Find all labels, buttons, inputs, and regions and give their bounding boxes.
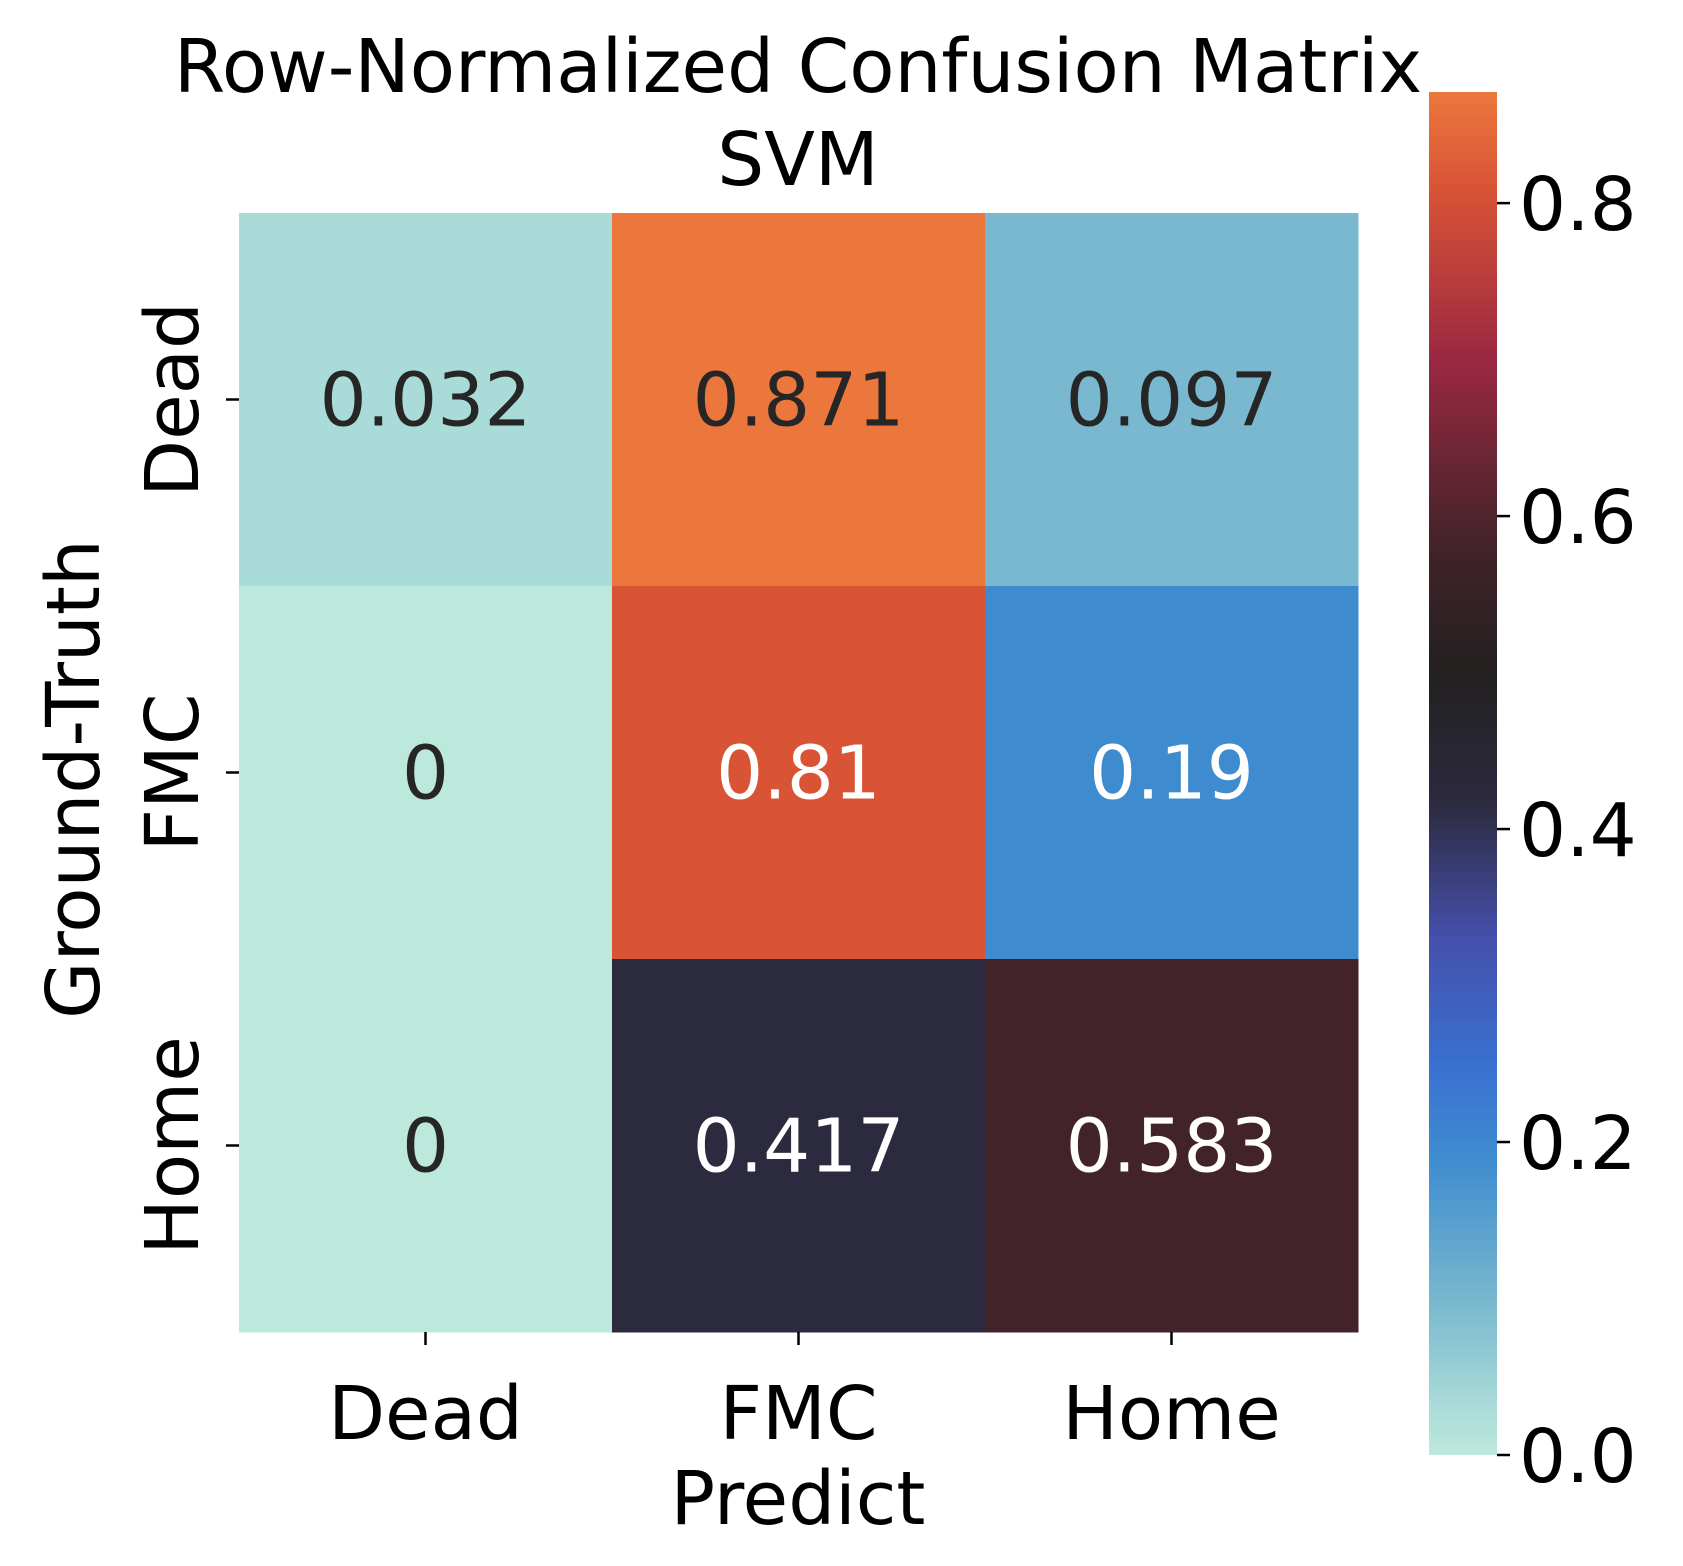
x-tick-label: Dead [328, 1371, 523, 1457]
heatmap-cell [612, 586, 986, 960]
heatmap-cell [985, 959, 1359, 1333]
cell-value-label: 0.417 [693, 1104, 905, 1190]
colorbar [1429, 92, 1497, 1455]
y-tick-label: Home [130, 1036, 216, 1255]
cell-value-label: 0 [402, 731, 449, 817]
heatmap-cell [985, 213, 1359, 587]
y-tick-label: Dead [130, 302, 216, 497]
cell-value-label: 0.032 [320, 358, 532, 444]
x-axis-label: Predict [671, 1456, 926, 1542]
cell-value-label: 0.19 [1089, 731, 1254, 817]
y-tick-label: FMC [130, 693, 216, 851]
y-axis-label: Ground-Truth [31, 539, 117, 1019]
cell-value-label: 0.81 [716, 731, 881, 817]
heatmap-cell [612, 213, 986, 587]
cell-value-label: 0.583 [1066, 1104, 1278, 1190]
x-axis: Dead FMC Home [328, 1332, 1281, 1457]
cell-value-label: 0.871 [693, 358, 905, 444]
colorbar-ticks: 0.0 0.2 0.4 0.6 0.8 [1497, 162, 1637, 1500]
colorbar-tick-label: 0.8 [1519, 162, 1637, 248]
colorbar-tick-label: 0.2 [1519, 1101, 1637, 1187]
chart-subtitle: SVM [717, 117, 878, 203]
heatmap-cell [239, 213, 613, 587]
x-tick-label: Home [1062, 1371, 1281, 1457]
heatmap-cell-labels: 0.032 0.871 0.097 0 0.81 0.19 0 0.417 0.583 [320, 358, 1278, 1190]
x-tick-label: FMC [719, 1371, 877, 1457]
heatmap-cells [239, 213, 1359, 1333]
heatmap-cell [612, 959, 986, 1333]
y-axis: Dead FMC Home [130, 302, 239, 1255]
colorbar-tick-label: 0.6 [1519, 475, 1637, 561]
cell-value-label: 0.097 [1066, 358, 1278, 444]
heatmap-cell [239, 959, 613, 1333]
colorbar-tick-label: 0.0 [1519, 1414, 1637, 1500]
colorbar-tick-label: 0.4 [1519, 788, 1637, 874]
heatmap-cell [239, 586, 613, 960]
cell-value-label: 0 [402, 1104, 449, 1190]
heatmap-cell [985, 586, 1359, 960]
chart-title: Row-Normalized Confusion Matrix [174, 24, 1422, 110]
